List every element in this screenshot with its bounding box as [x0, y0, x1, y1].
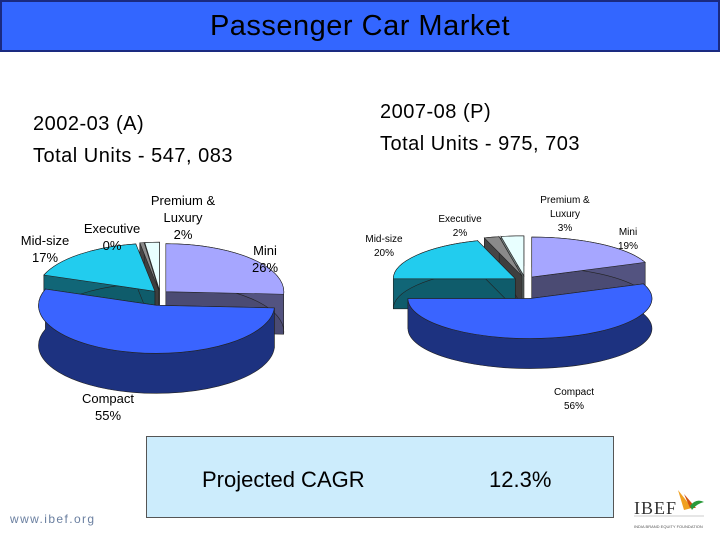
slice-value-mid-size: 17% — [32, 250, 58, 265]
slice-value-compact: 56% — [564, 401, 584, 412]
slice-value-premium-luxury: 2% — [174, 227, 193, 242]
footer-url[interactable]: www.ibef.org — [10, 512, 96, 526]
left-chart-heading: 2002-03 (A) Total Units - 547, 083 — [33, 108, 233, 172]
slice-label-premium-luxury: Luxury — [550, 209, 580, 220]
slice-value-executive: 2% — [453, 228, 468, 239]
slice-label-premium-luxury: Premium & — [151, 193, 216, 208]
slice-label-premium-luxury: Luxury — [163, 210, 203, 225]
pie-slice-compact — [407, 283, 653, 369]
slice-value-mini: 19% — [618, 241, 638, 252]
cagr-box: Projected CAGR 12.3% — [146, 436, 614, 518]
slice-label-compact: Compact — [554, 387, 594, 398]
pie-chart-2007-08: Mini 19% Compact 56% Mid-size 20% Executive 2% P… — [365, 195, 653, 412]
cagr-label: Projected CAGR — [202, 467, 365, 492]
slice-label-mid-size: Mid-size — [365, 234, 403, 245]
left-total-units: Total Units - 547, 083 — [33, 145, 233, 167]
slice-label-executive: Executive — [84, 221, 140, 236]
slice-value-mini: 26% — [252, 260, 278, 275]
slice-value-mid-size: 20% — [374, 248, 394, 259]
slice-label-mini: Mini — [253, 243, 277, 258]
logo-name: IBEF — [634, 498, 678, 518]
title-bar: Passenger Car Market — [0, 0, 720, 52]
pie-slice-compact — [38, 288, 275, 394]
right-chart-heading: 2007-08 (P) Total Units - 975, 703 — [380, 96, 580, 160]
right-total-units: Total Units - 975, 703 — [380, 133, 580, 155]
ibef-logo-icon — [634, 490, 704, 517]
logo-tagline: INDIA BRAND EQUITY FOUNDATION — [634, 524, 703, 529]
slice-label-mid-size: Mid-size — [21, 233, 69, 248]
right-period-label: 2007-08 (P) — [380, 101, 492, 123]
slice-label-mini: Mini — [619, 227, 637, 238]
left-period-label: 2002-03 (A) — [33, 113, 145, 135]
ibef-logo: IBEF INDIA BRAND EQUITY FOUNDATION — [634, 488, 714, 536]
pie-chart-2002-03: Mini 26% Compact 55% Mid-size 17% Executive 0% P… — [21, 193, 285, 423]
slice-value-premium-luxury: 3% — [558, 223, 573, 234]
slice-label-executive: Executive — [438, 214, 482, 225]
slice-label-compact: Compact — [82, 391, 134, 406]
slice-label-premium-luxury: Premium & — [540, 195, 590, 206]
slice-value-compact: 55% — [95, 408, 121, 423]
slice-value-executive: 0% — [103, 238, 122, 253]
cagr-value: 12.3% — [489, 467, 552, 492]
page-title: Passenger Car Market — [209, 9, 511, 42]
